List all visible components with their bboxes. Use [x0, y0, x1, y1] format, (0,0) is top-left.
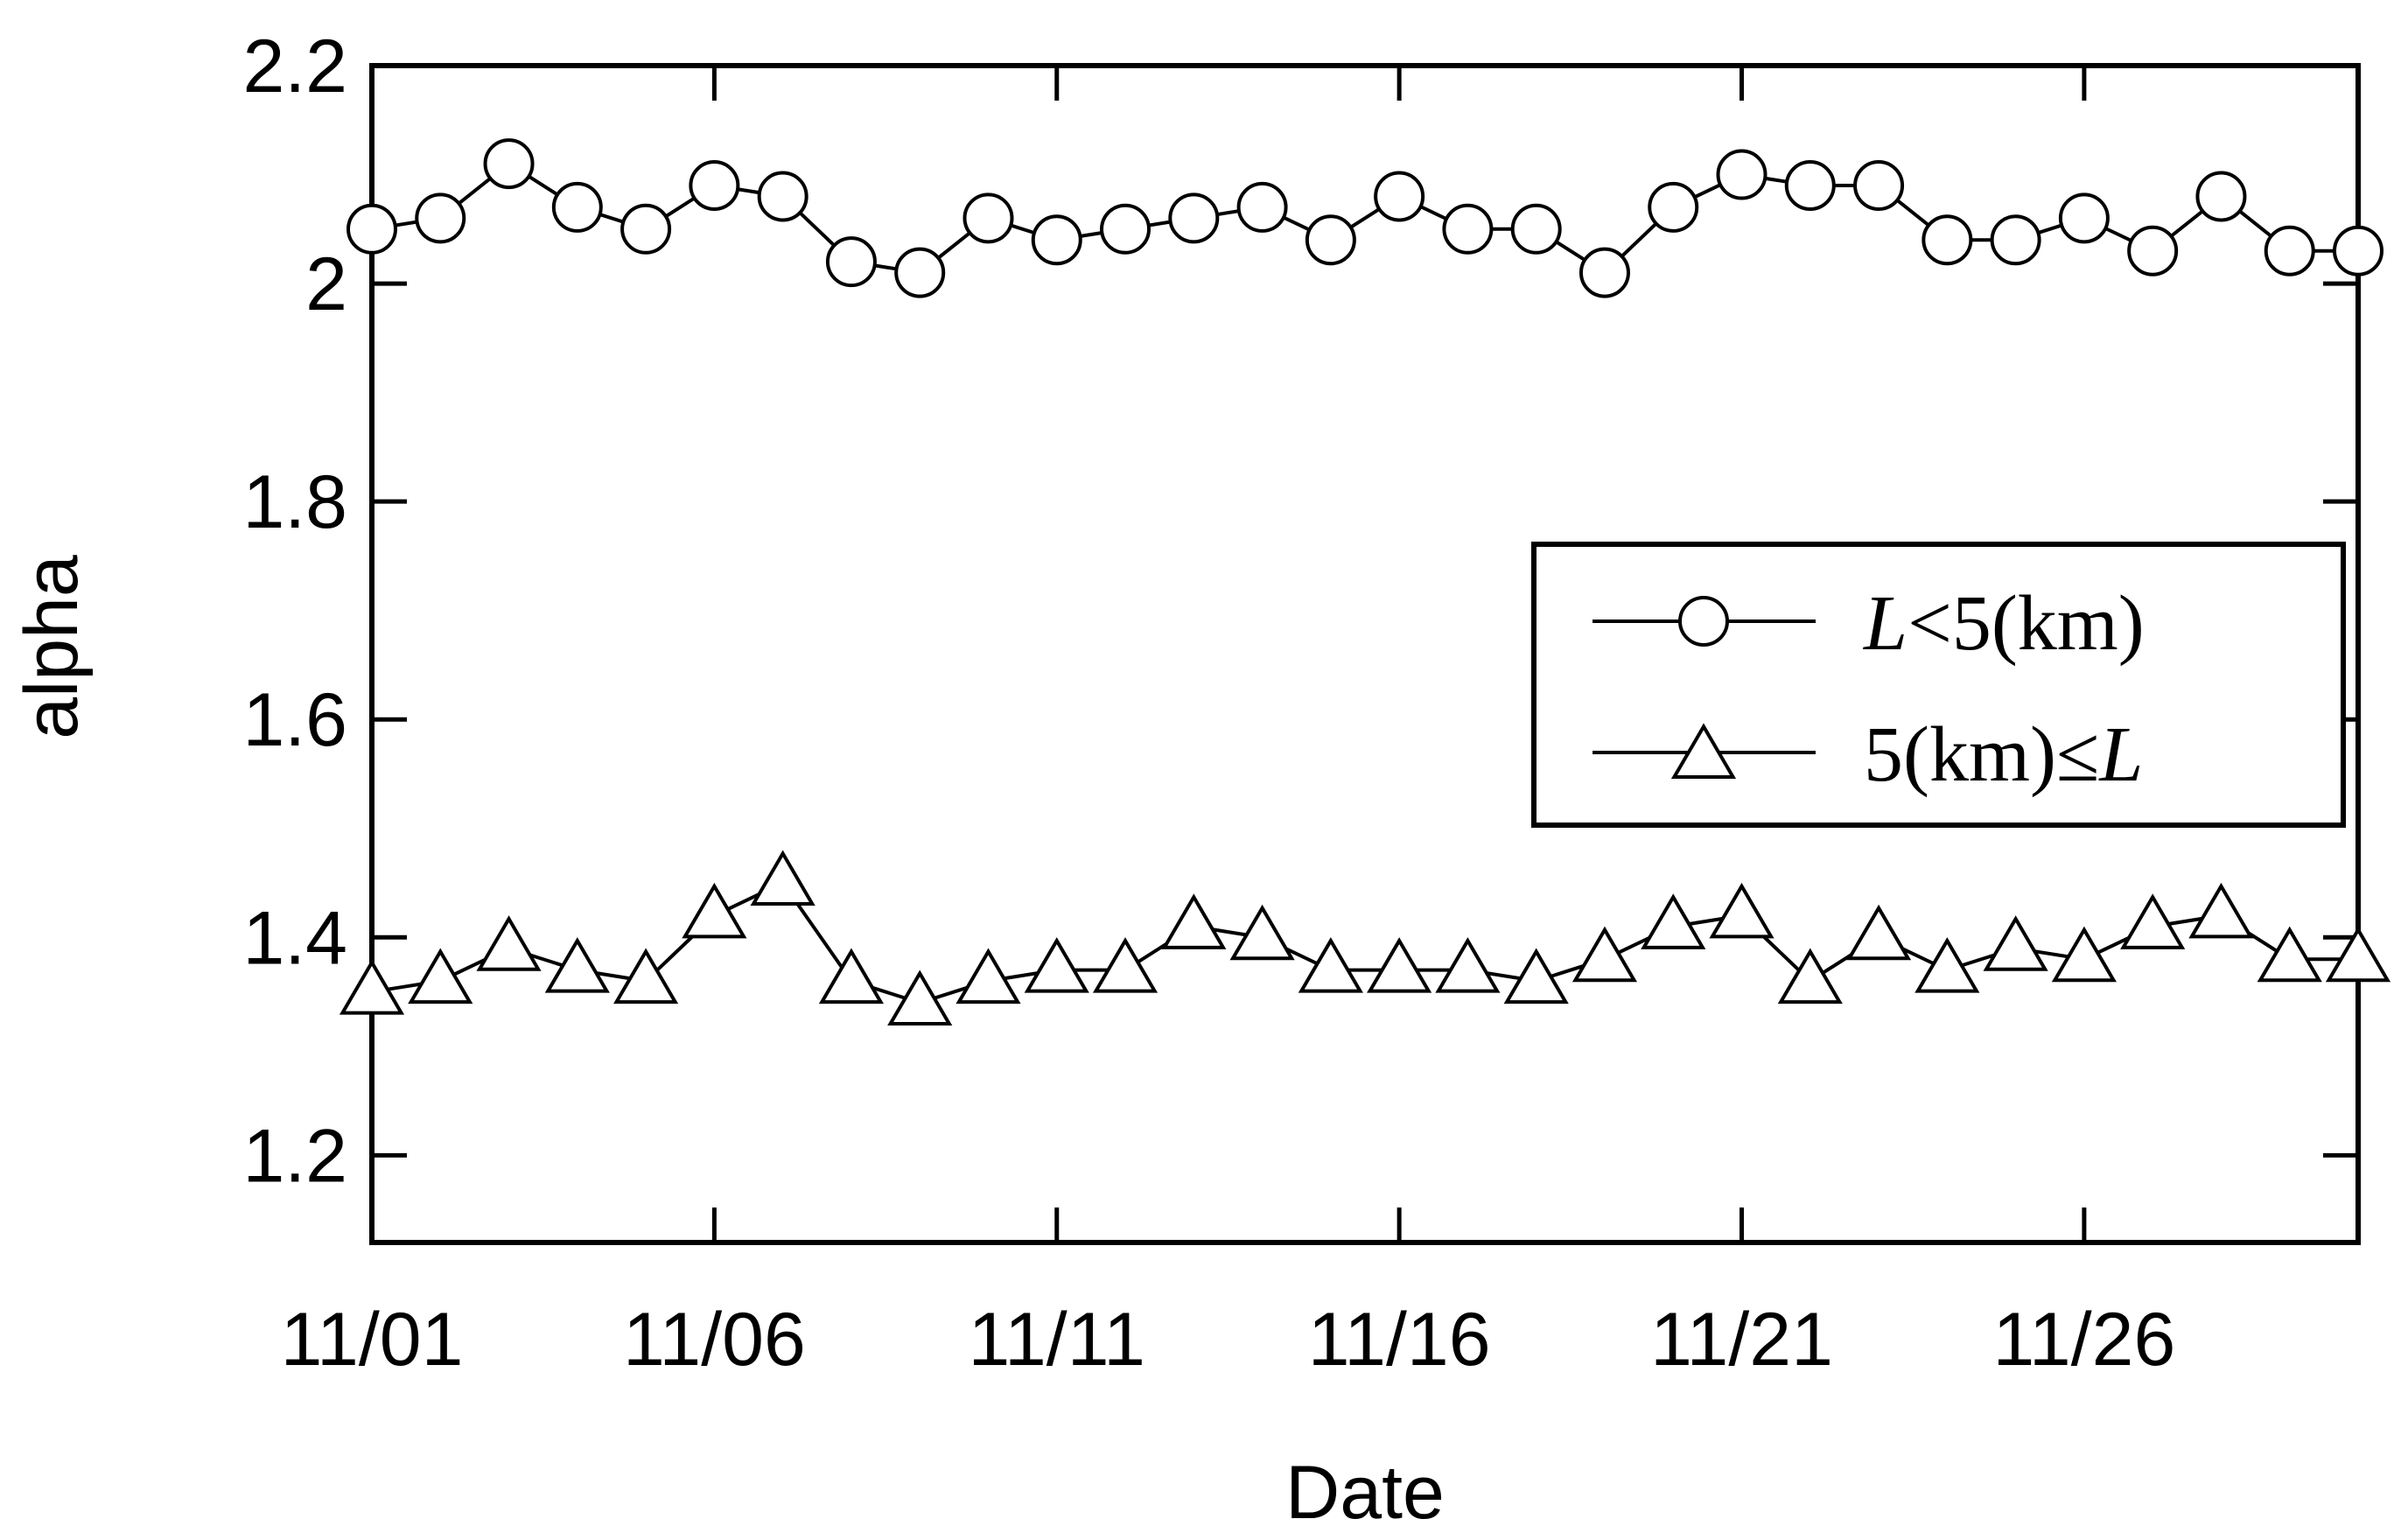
triangle-marker — [1435, 937, 1501, 993]
x-tick-label: 11/16 — [1308, 1298, 1491, 1382]
circle-marker — [1922, 214, 1973, 266]
triangle-marker — [682, 882, 747, 939]
triangle-marker — [1914, 937, 1980, 993]
legend-entry: 5(km)≤L — [1592, 711, 2143, 798]
triangle-marker — [1983, 915, 2048, 971]
circle-marker — [1678, 596, 1729, 647]
circle-marker — [1305, 214, 1356, 266]
circle-marker — [962, 192, 1014, 244]
legend-label: L<5(km) — [1862, 580, 2145, 667]
circle-marker — [1236, 181, 1288, 233]
circle-marker — [1100, 203, 1152, 255]
triangle-marker — [1229, 904, 1295, 961]
circle-marker — [1716, 149, 1768, 200]
circle-marker — [1990, 214, 2041, 266]
y-tick-label: 1.8 — [242, 460, 347, 544]
axes: 1.2 1.4 1.6 1.8 2 2.2 11/01 11/06 11/11 11/16 11/2… — [242, 24, 2358, 1382]
x-axis-title: Date — [1285, 1451, 1445, 1535]
x-tick-label: 11/11 — [969, 1298, 1145, 1382]
circle-marker — [1510, 203, 1562, 255]
circle-marker — [1168, 192, 1220, 244]
triangle-marker — [476, 915, 542, 971]
circle-marker — [1031, 214, 1082, 266]
legend: L<5(km) 5(km)≤L — [1531, 542, 2346, 828]
x-tick-label: 11/26 — [1992, 1298, 2175, 1382]
triangle-marker — [2120, 893, 2186, 949]
legend-entry: L<5(km) — [1592, 580, 2145, 667]
triangle-marker — [2257, 926, 2322, 983]
circle-marker — [551, 181, 603, 233]
triangle-marker — [1367, 937, 1432, 993]
triangle-marker — [1503, 948, 1569, 1004]
circle-marker — [1442, 203, 1494, 255]
y-tick-label: 1.2 — [242, 1114, 347, 1198]
triangle-marker — [1670, 723, 1737, 779]
triangle-marker — [1845, 904, 1912, 961]
triangle-marker — [1298, 937, 1363, 993]
triangle-marker — [2325, 926, 2391, 983]
circle-marker — [689, 159, 740, 211]
circle-marker — [2195, 171, 2247, 222]
circle-marker — [620, 203, 672, 255]
x-tick-label: 11/01 — [281, 1298, 464, 1382]
circle-marker — [757, 171, 808, 222]
triangle-marker — [339, 958, 405, 1015]
triangle-marker — [1024, 937, 1089, 993]
circle-marker — [894, 247, 946, 298]
triangle-marker — [818, 948, 885, 1004]
y-tick-label: 2 — [305, 242, 347, 326]
y-axis-title: alpha — [10, 555, 94, 739]
series-layer — [339, 138, 2391, 1026]
circle-marker — [1784, 159, 1836, 211]
circle-marker — [2127, 225, 2179, 276]
legend-label: 5(km)≤L — [1864, 711, 2143, 798]
y-tick-label: 1.4 — [242, 896, 347, 980]
triangle-marker — [1092, 937, 1158, 993]
x-tick-label: 11/06 — [623, 1298, 806, 1382]
triangle-marker — [2188, 882, 2254, 939]
plot-area — [369, 63, 2361, 1245]
circle-marker — [1648, 181, 1699, 233]
legend-box — [1531, 542, 2346, 828]
circle-marker — [415, 192, 466, 244]
series-circle — [346, 138, 2384, 298]
triangle-marker — [408, 948, 473, 1004]
triangle-marker — [1709, 882, 1774, 939]
circle-marker — [1578, 247, 1630, 298]
circle-marker — [346, 203, 397, 255]
triangle-marker — [1161, 893, 1227, 949]
y-tick-label: 2.2 — [242, 24, 347, 108]
x-tick-label: 11/21 — [1650, 1298, 1833, 1382]
plot-frame — [369, 63, 2361, 1245]
circle-marker — [1374, 171, 1425, 222]
triangle-marker — [1641, 893, 1706, 949]
series-line — [371, 880, 2358, 1005]
y-tick-label: 1.6 — [242, 678, 347, 762]
circle-marker — [1853, 159, 1905, 211]
triangle-marker — [750, 850, 816, 906]
circle-marker — [2264, 225, 2315, 276]
triangle-marker — [956, 948, 1021, 1004]
circle-marker — [2058, 192, 2110, 244]
circle-marker — [483, 138, 535, 190]
series-triangle — [339, 850, 2391, 1026]
circle-marker — [2333, 225, 2384, 276]
triangle-marker — [887, 970, 953, 1026]
triangle-marker — [1777, 948, 1843, 1004]
triangle-marker — [544, 937, 610, 993]
circle-marker — [825, 236, 877, 288]
triangle-marker — [1572, 926, 1638, 983]
triangle-marker — [613, 948, 679, 1004]
triangle-marker — [2051, 926, 2117, 983]
